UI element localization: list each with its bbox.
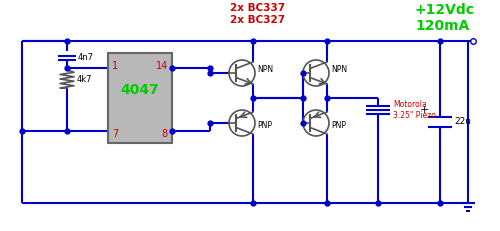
Text: PNP: PNP xyxy=(331,121,346,130)
Text: 22u: 22u xyxy=(454,118,471,127)
Text: 4k7: 4k7 xyxy=(77,75,92,83)
Text: 4n7: 4n7 xyxy=(78,54,94,63)
Text: NPN: NPN xyxy=(257,64,273,73)
Bar xyxy=(108,53,172,143)
Text: 8: 8 xyxy=(162,129,168,139)
Text: 4047: 4047 xyxy=(120,83,160,97)
Text: PNP: PNP xyxy=(257,121,272,130)
Text: +: + xyxy=(420,105,428,115)
Text: 7: 7 xyxy=(112,129,118,139)
Text: NPN: NPN xyxy=(331,64,347,73)
Text: +12Vdc
120mA: +12Vdc 120mA xyxy=(415,3,475,33)
Text: Motorola
3.25" Piezo: Motorola 3.25" Piezo xyxy=(393,100,436,120)
Text: 14: 14 xyxy=(156,61,168,71)
Text: 2x BC337
2x BC327: 2x BC337 2x BC327 xyxy=(230,3,285,24)
Text: 1: 1 xyxy=(112,61,118,71)
